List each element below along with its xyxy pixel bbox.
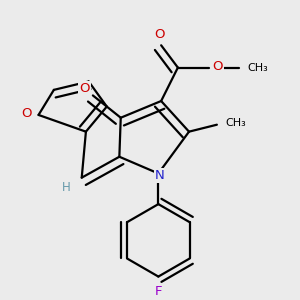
Text: H: H bbox=[62, 181, 71, 194]
Text: O: O bbox=[22, 107, 32, 120]
Text: O: O bbox=[213, 60, 223, 73]
Text: CH₃: CH₃ bbox=[225, 118, 246, 128]
Text: O: O bbox=[154, 28, 165, 41]
Text: N: N bbox=[155, 169, 165, 182]
Text: O: O bbox=[79, 82, 90, 95]
Text: CH₃: CH₃ bbox=[248, 63, 268, 73]
Text: F: F bbox=[154, 285, 162, 298]
